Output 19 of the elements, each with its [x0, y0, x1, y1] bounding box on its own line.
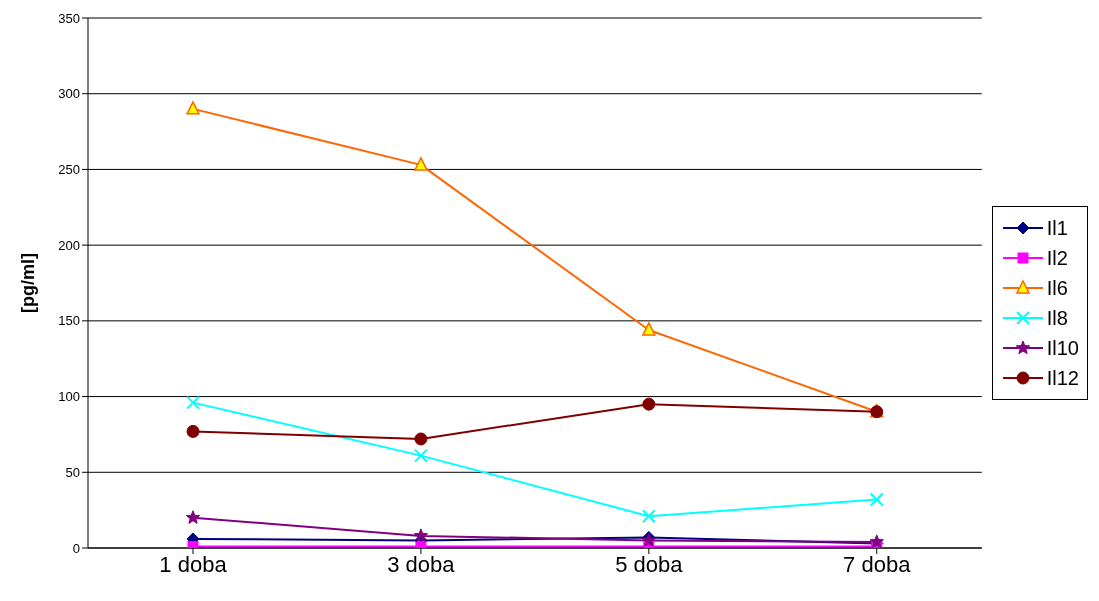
legend-label: Il1	[1046, 216, 1068, 240]
y-tick-label: 200	[58, 237, 80, 253]
legend-label: Il8	[1046, 306, 1068, 330]
legend-label: Il12	[1046, 366, 1079, 390]
y-tick-label: 150	[58, 313, 80, 329]
y-axis-title: [pg/ml]	[18, 253, 39, 313]
y-tick-label: 350	[58, 10, 80, 26]
y-tick-label: 50	[65, 464, 80, 480]
y-tick-label: 100	[58, 389, 80, 405]
x-tick-label: 7 doba	[843, 551, 912, 577]
x-tick-label: 3 doba	[387, 551, 456, 577]
legend-label: Il6	[1046, 276, 1068, 300]
legend-label: Il2	[1046, 246, 1068, 270]
y-tick-label: 250	[58, 162, 80, 178]
x-tick-label: 1 doba	[159, 551, 228, 577]
y-tick-label: 300	[58, 86, 80, 102]
y-tick-label: 0	[72, 540, 80, 556]
legend-label: Il10	[1046, 336, 1079, 360]
x-tick-label: 5 doba	[615, 551, 684, 577]
